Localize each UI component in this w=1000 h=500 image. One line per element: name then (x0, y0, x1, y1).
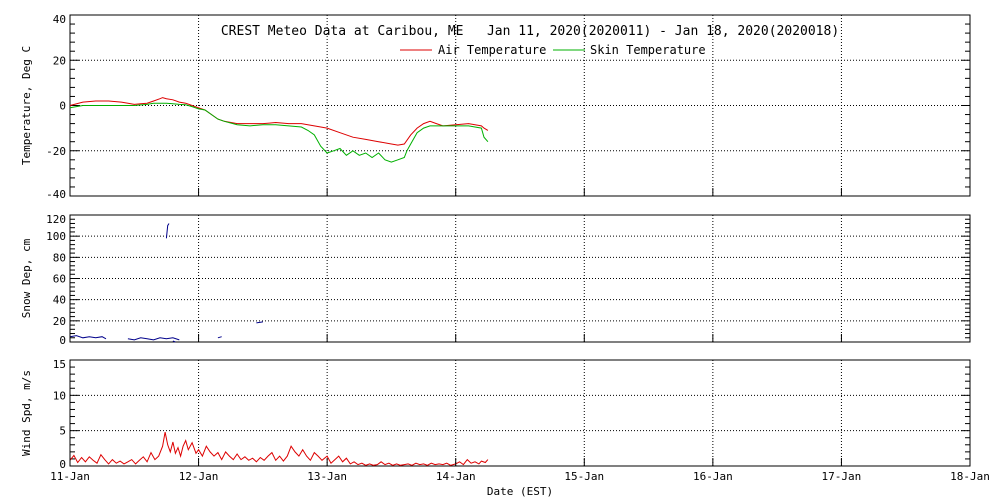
panel-1: 40 20 0 -20 -40 Temperature, Deg C (20, 13, 971, 201)
y-tick-label: 40 (53, 13, 66, 26)
x-tick-label: 13-Jan (307, 470, 347, 483)
series-line-panel2 (217, 336, 222, 339)
series-line-skin-temperature (69, 102, 489, 163)
y-tick-label: 0 (59, 458, 66, 471)
y-tick-label: 0 (59, 100, 66, 113)
y-tick-label: 20 (53, 54, 66, 67)
legend-air-label: Air Temperature (438, 43, 546, 57)
y-tick-label: 10 (53, 389, 66, 402)
x-tick-label: 16-Jan (693, 470, 733, 483)
x-tick-label: 17-Jan (822, 470, 862, 483)
series-line-panel2 (165, 223, 170, 239)
series-line-panel2 (69, 335, 107, 340)
y-tick-label: 5 (59, 425, 66, 438)
series-line-panel2 (127, 337, 180, 341)
series-line-panel2 (256, 321, 263, 324)
y-tick-label: 100 (46, 230, 66, 243)
y-tick-label: 80 (53, 251, 66, 264)
y-tick-label: 40 (53, 294, 66, 307)
panel-frame (69, 359, 971, 467)
legend: Air Temperature Skin Temperature (400, 43, 706, 57)
y-tick-label: 0 (59, 334, 66, 347)
legend-skin-label: Skin Temperature (590, 43, 706, 57)
y-axis-label: Temperature, Deg C (20, 46, 33, 165)
y-axis-label: Wind Spd, m/s (20, 370, 33, 456)
chart-title: CREST Meteo Data at Caribou, ME Jan 11, … (221, 24, 839, 39)
y-tick-label: 15 (53, 358, 66, 371)
x-tick-label: 11-Jan (50, 470, 90, 483)
x-tick-label: 18-Jan (950, 470, 990, 483)
x-tick-label: 14-Jan (436, 470, 476, 483)
y-tick-label: -40 (46, 188, 66, 201)
x-axis-label: Date (EST) (487, 485, 553, 498)
panel-frame (69, 214, 971, 343)
panel-3: 15 10 5 0 Wind Spd, m/s (20, 358, 971, 471)
y-tick-label: 60 (53, 273, 66, 286)
x-tick-label: 12-Jan (179, 470, 219, 483)
series-line-panel3 (69, 431, 489, 466)
x-axis: 11-Jan 12-Jan 13-Jan 14-Jan 15-Jan 16-Jan 17-J… (50, 188, 990, 483)
x-tick-label: 15-Jan (564, 470, 604, 483)
series-line-panel2 (172, 340, 176, 343)
y-axis-label: Snow Dep, cm (20, 238, 33, 318)
panel-2: 120 100 80 60 40 20 0 Snow Dep, cm (20, 213, 971, 347)
y-tick-label: 20 (53, 315, 66, 328)
y-tick-label: 120 (46, 213, 66, 226)
series-line-air-temperature (69, 97, 489, 146)
y-tick-label: -20 (46, 145, 66, 158)
